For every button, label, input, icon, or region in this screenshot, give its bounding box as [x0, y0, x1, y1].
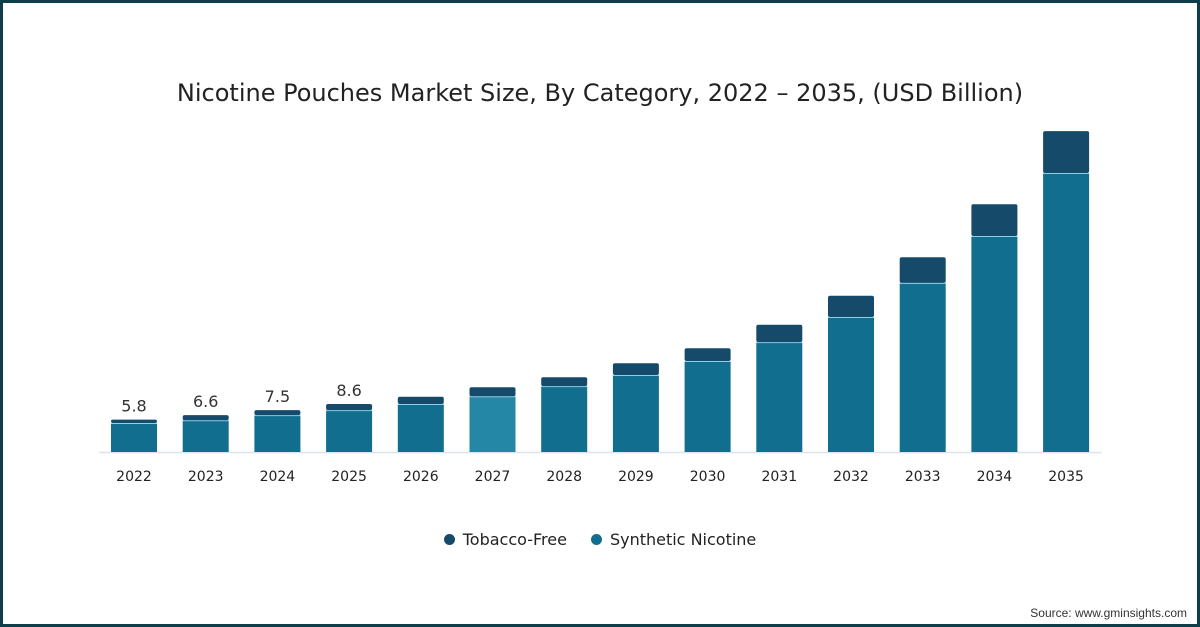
bar-synthetic-nicotine-2031[interactable] — [756, 342, 803, 452]
bar-synthetic-nicotine-2024[interactable] — [254, 415, 301, 452]
x-tick-label-2028: 2028 — [546, 469, 582, 485]
data-label-2025: 8.6 — [336, 381, 361, 400]
bar-tobacco-free-2024[interactable] — [254, 410, 301, 416]
bar-synthetic-nicotine-2030[interactable] — [684, 361, 731, 452]
bar-synthetic-nicotine-2023[interactable] — [182, 420, 229, 452]
source-text: Source: www.gminsights.com — [1030, 606, 1187, 620]
bar-tobacco-free-2027[interactable] — [469, 387, 516, 397]
x-tick-label-2031: 2031 — [761, 469, 797, 485]
x-tick-label-2030: 2030 — [690, 469, 726, 485]
bar-tobacco-free-2026[interactable] — [397, 396, 444, 405]
x-tick-label-2024: 2024 — [260, 469, 296, 485]
bar-tobacco-free-2022[interactable] — [111, 419, 157, 423]
x-tick-label-2034: 2034 — [977, 469, 1013, 485]
data-label-2023: 6.6 — [193, 392, 218, 411]
bar-tobacco-free-2033[interactable] — [899, 257, 946, 283]
bar-tobacco-free-2028[interactable] — [541, 377, 588, 387]
chart-title: Nicotine Pouches Market Size, By Categor… — [176, 79, 1024, 107]
bar-tobacco-free-2025[interactable] — [326, 404, 373, 411]
bar-synthetic-nicotine-2026[interactable] — [397, 404, 444, 452]
legend-label: Tobacco-Free — [462, 530, 567, 549]
bar-synthetic-nicotine-2025[interactable] — [326, 410, 373, 452]
x-tick-label-2026: 2026 — [403, 469, 439, 485]
bar-tobacco-free-2034[interactable] — [971, 204, 1018, 237]
legend-item-synthetic-nicotine[interactable]: Synthetic Nicotine — [590, 530, 757, 549]
legend-item-tobacco-free[interactable]: Tobacco-Free — [443, 530, 567, 549]
x-tick-label-2023: 2023 — [188, 469, 224, 485]
bar-synthetic-nicotine-2029[interactable] — [612, 374, 659, 452]
bar-synthetic-nicotine-2022[interactable] — [111, 422, 157, 452]
x-tick-label-2029: 2029 — [618, 469, 654, 485]
bar-synthetic-nicotine-2034[interactable] — [971, 236, 1018, 452]
bar-tobacco-free-2029[interactable] — [612, 363, 659, 375]
x-tick-label-2033: 2033 — [905, 469, 941, 485]
bar-synthetic-nicotine-2033[interactable] — [899, 282, 946, 452]
bar-synthetic-nicotine-2027[interactable] — [469, 396, 516, 452]
bar-synthetic-nicotine-2028[interactable] — [541, 386, 588, 452]
x-tick-label-2032: 2032 — [833, 469, 869, 485]
bar-tobacco-free-2035[interactable] — [1043, 131, 1090, 173]
x-tick-label-2025: 2025 — [331, 469, 367, 485]
x-tick-label-2035: 2035 — [1048, 469, 1084, 485]
x-tick-label-2027: 2027 — [475, 469, 511, 485]
legend-label: Synthetic Nicotine — [609, 530, 757, 549]
legend: Tobacco-Free Synthetic Nicotine — [3, 530, 1197, 549]
bar-tobacco-free-2030[interactable] — [684, 348, 731, 362]
legend-marker-tobacco-free — [443, 534, 455, 545]
bar-tobacco-free-2032[interactable] — [828, 295, 874, 317]
bar-synthetic-nicotine-2032[interactable] — [828, 316, 874, 452]
bar-tobacco-free-2023[interactable] — [182, 415, 229, 421]
bar-tobacco-free-2031[interactable] — [756, 324, 803, 343]
legend-marker-synthetic-nicotine — [590, 534, 602, 545]
bar-synthetic-nicotine-2035[interactable] — [1043, 173, 1090, 452]
data-label-2022: 5.8 — [121, 397, 146, 416]
data-label-2024: 7.5 — [265, 387, 290, 406]
x-tick-label-2022: 2022 — [116, 469, 152, 485]
